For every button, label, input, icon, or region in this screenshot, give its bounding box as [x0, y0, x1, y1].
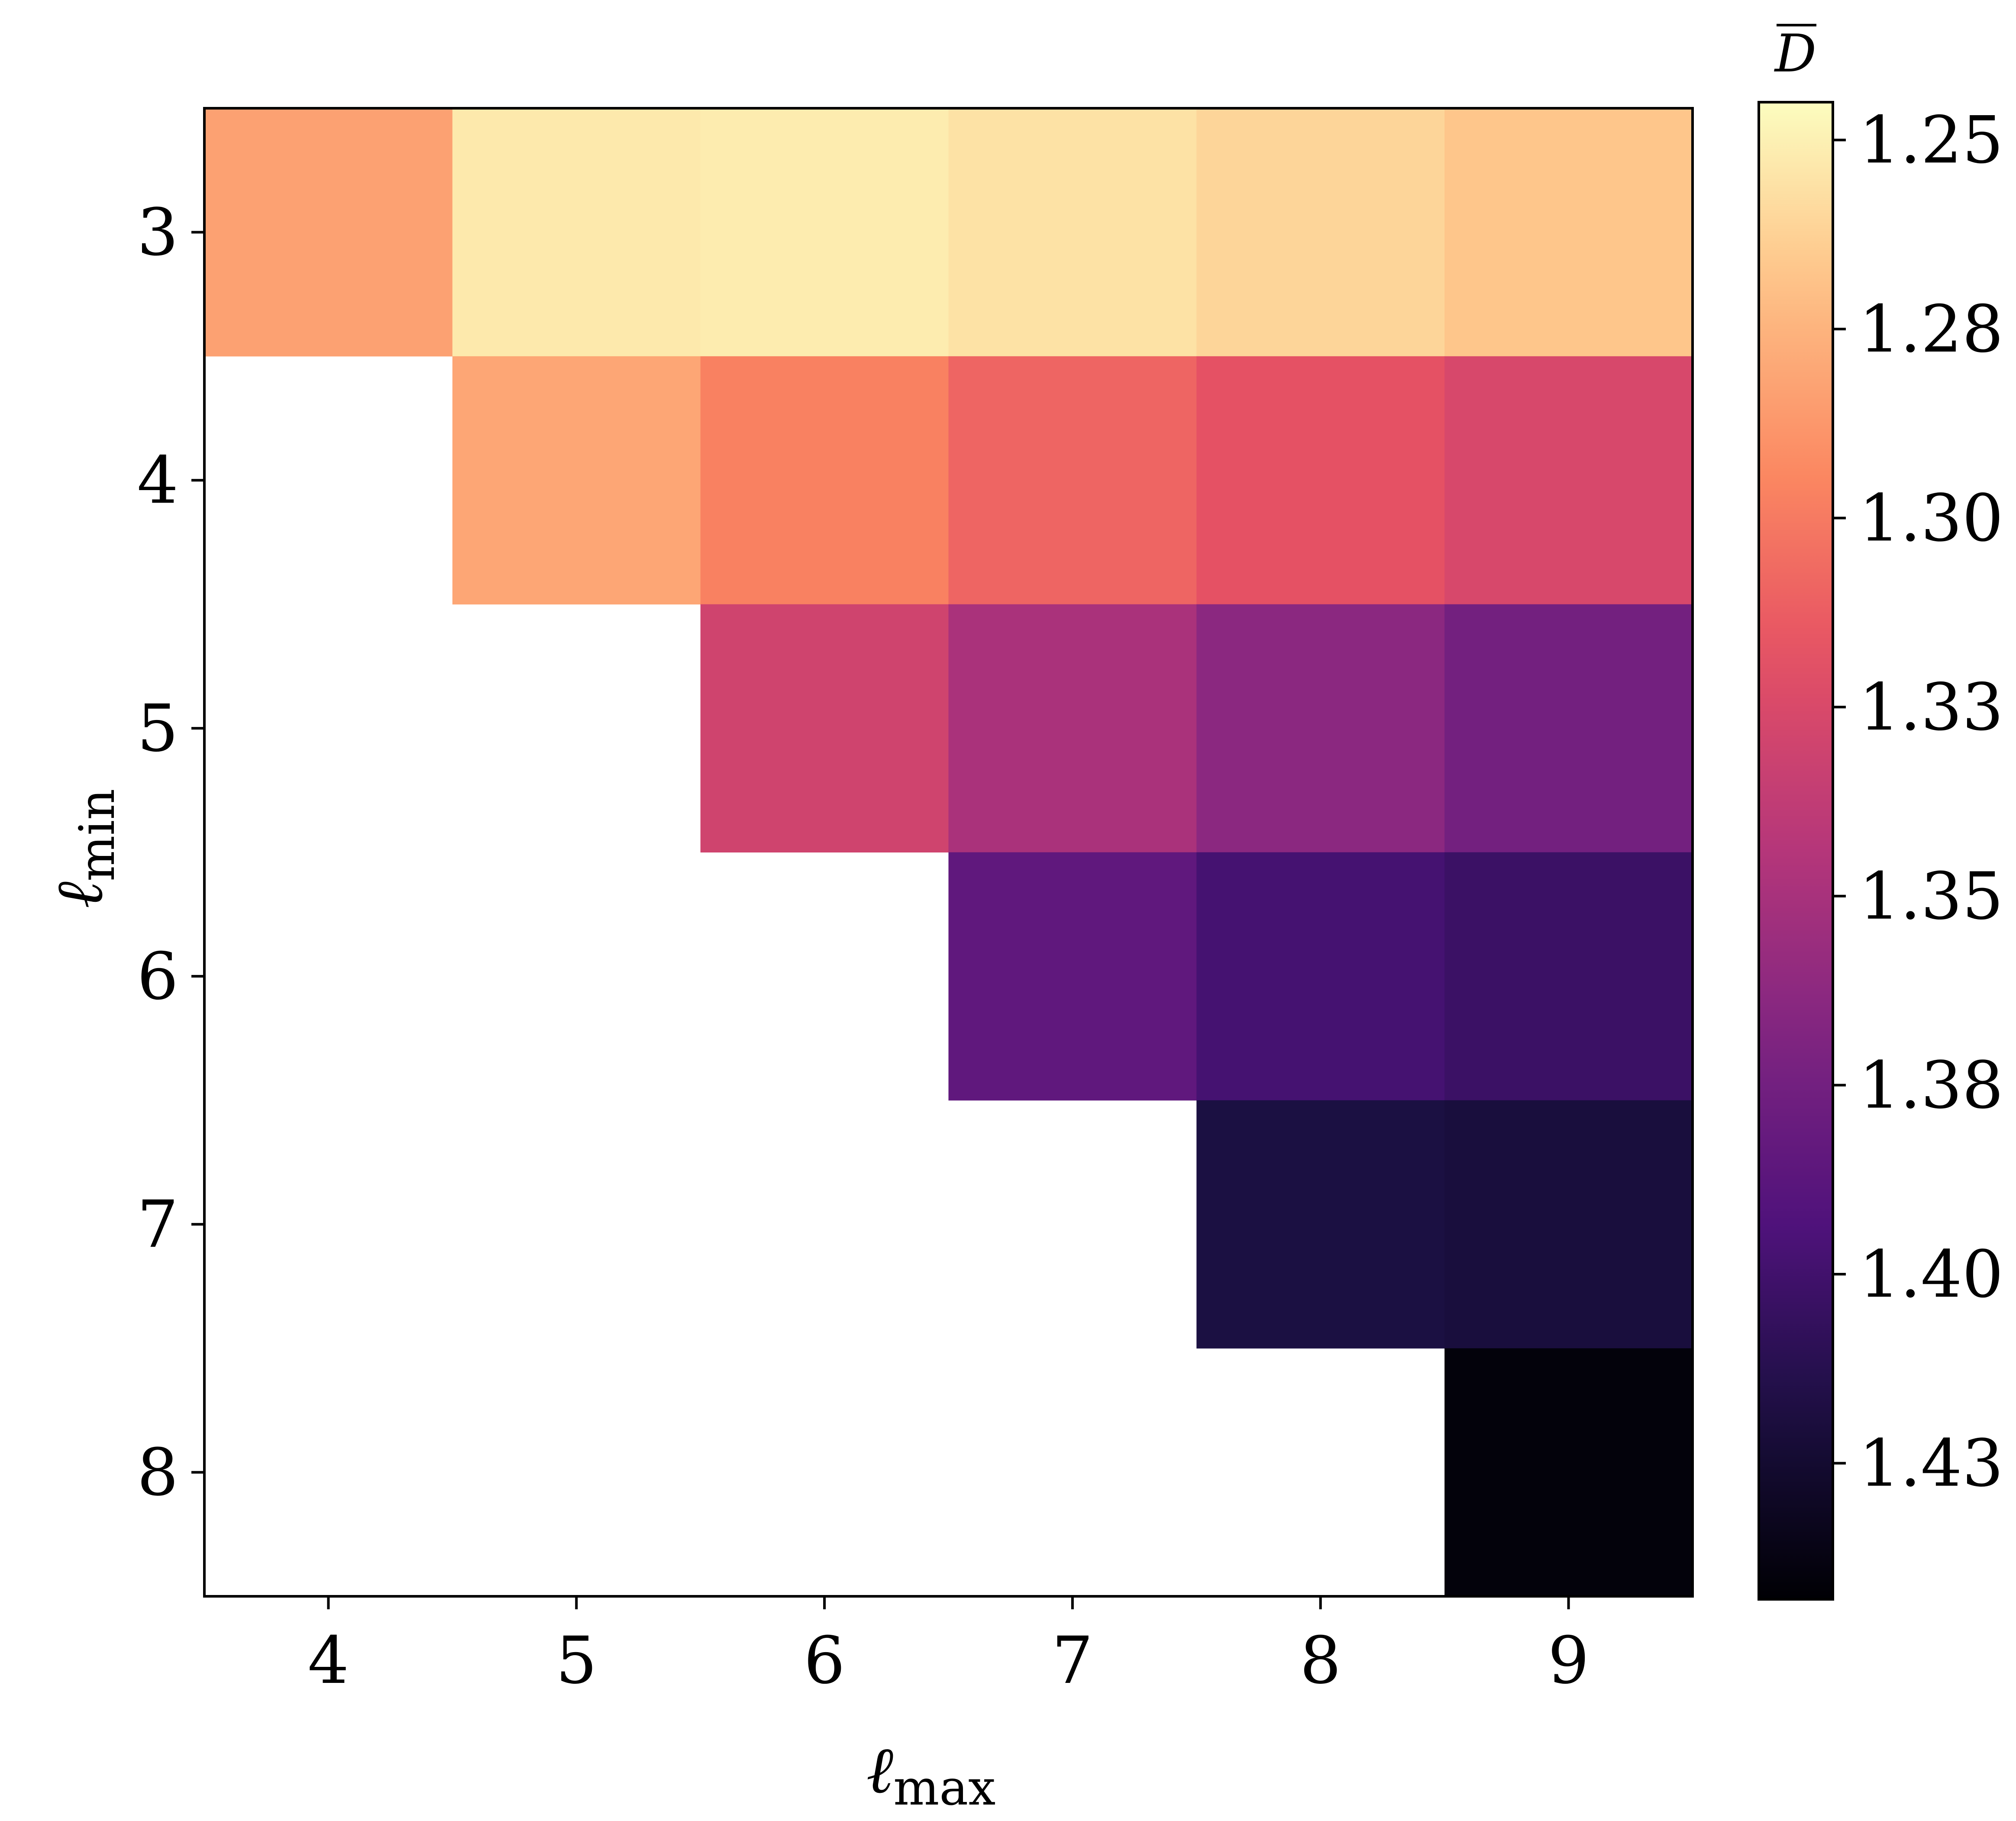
heatmap-cell — [1196, 108, 1445, 357]
x-tick-label: 4 — [308, 1623, 349, 1698]
plot-frame — [203, 107, 1694, 1598]
heatmap-cell — [948, 108, 1197, 357]
heatmap-cell — [948, 852, 1197, 1101]
x-axis-ticks: 4 5 6 7 8 9 — [308, 1596, 1589, 1698]
heatmap-cell — [700, 356, 949, 605]
colorbar — [1758, 101, 1834, 1601]
heatmap-cell — [948, 604, 1197, 852]
x-tick-label: 6 — [804, 1623, 845, 1698]
y-tick-label: 8 — [137, 1435, 178, 1511]
colorbar-tick-label: 1.40 — [1859, 1237, 2003, 1312]
x-tick-label: 8 — [1300, 1623, 1341, 1698]
y-axis-label: ℓmin — [42, 789, 126, 909]
y-axis-label-sub: min — [69, 789, 126, 881]
y-axis-label-main: ℓ — [42, 881, 117, 908]
heatmap-cell — [948, 356, 1197, 605]
heatmap-cell — [700, 604, 949, 852]
x-tick-label: 5 — [556, 1623, 597, 1698]
y-axis-ticks: 3 4 5 6 7 8 — [137, 195, 204, 1511]
heatmap-cell — [1196, 852, 1445, 1101]
colorbar-title: D — [1774, 24, 1816, 84]
heatmap-cell — [452, 108, 701, 357]
colorbar-tick-label: 1.38 — [1859, 1048, 2003, 1123]
heatmap-cell — [1444, 108, 1693, 357]
y-tick-label: 5 — [137, 691, 178, 766]
x-axis-label-main: ℓ — [866, 1733, 893, 1808]
colorbar-tick-label: 1.28 — [1859, 292, 2003, 367]
y-tick-label: 4 — [137, 443, 178, 518]
heatmap-cell — [1444, 1100, 1693, 1349]
y-tick-label: 6 — [137, 939, 178, 1014]
heatmap-cell — [1444, 852, 1693, 1101]
heatmap-cell — [1444, 1348, 1693, 1597]
y-tick-label: 7 — [137, 1187, 178, 1262]
colorbar-tick-label: 1.33 — [1859, 670, 2003, 745]
heatmap-cell — [452, 356, 701, 605]
x-tick-label: 9 — [1548, 1623, 1589, 1698]
heatmap-cell — [204, 108, 453, 357]
heatmap-cell — [1196, 356, 1445, 605]
y-tick-label: 3 — [137, 195, 178, 270]
colorbar-tick-label: 1.25 — [1859, 103, 2003, 178]
x-axis-label: ℓmax — [866, 1733, 996, 1816]
colorbar-tick-label: 1.35 — [1859, 859, 2003, 934]
heatmap-cell — [700, 108, 949, 357]
colorbar-tick-label: 1.43 — [1859, 1426, 2003, 1501]
heatmap-cells — [204, 108, 1693, 1597]
colorbar-tick-label: 1.30 — [1859, 481, 2003, 556]
heatmap-cell — [1444, 356, 1693, 605]
heatmap-cell — [1444, 604, 1693, 852]
x-axis-label-sub: max — [893, 1760, 995, 1816]
x-tick-label: 7 — [1052, 1623, 1093, 1698]
colorbar-ticks: 1.25 1.28 1.30 1.33 1.35 1.38 1.40 1.43 — [1833, 103, 2003, 1501]
heatmap-cell — [1196, 1100, 1445, 1349]
heatmap-cell — [1196, 604, 1445, 852]
